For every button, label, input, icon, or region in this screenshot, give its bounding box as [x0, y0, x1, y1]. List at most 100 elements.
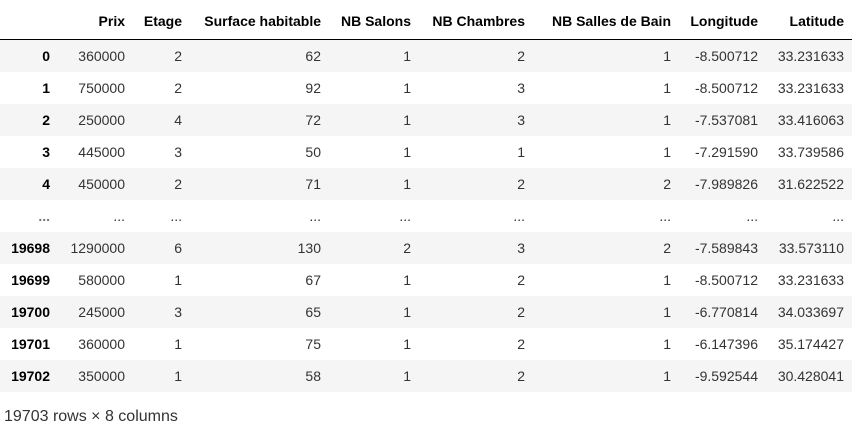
table-cell: -8.500712	[694, 48, 758, 64]
table-cell: -8.500712	[694, 80, 758, 96]
table-ellipsis-row: ...........................	[0, 200, 852, 232]
column-header-index-header	[0, 0, 58, 40]
table-cell: 58	[305, 368, 321, 384]
table-cell: -7.537081	[694, 112, 758, 128]
table-cell: 450000	[78, 176, 125, 192]
table-cell: 2	[517, 336, 525, 352]
table-cell: 1	[663, 112, 671, 128]
row-index-cell: 4	[42, 176, 50, 192]
table-cell: 1	[663, 336, 671, 352]
table-cell: 130	[297, 240, 321, 256]
table-cell: 1	[663, 80, 671, 96]
row-index-cell: 19701	[11, 336, 50, 352]
table-cell: 1	[174, 336, 182, 352]
dataframe-output: Prix Etage Surface habitable NB Salons NB Ch…	[0, 0, 852, 425]
table-cell: 1290000	[70, 240, 125, 256]
table-cell: 445000	[78, 144, 125, 160]
table-cell: 1	[403, 272, 411, 288]
table-cell: 67	[305, 272, 321, 288]
table-cell: 360000	[78, 48, 125, 64]
table-cell: 34.033697	[777, 304, 844, 320]
table-cell: 2	[517, 272, 525, 288]
table-row: 4 450000 2 71 1 2 2 -7.989826 31.622522	[0, 168, 852, 200]
column-header-prix-header: Prix	[98, 12, 125, 29]
table-cell: 580000	[78, 272, 125, 288]
table-cell: 2	[517, 176, 525, 192]
dataframe-shape-text: 19703 rows × 8 columns	[4, 408, 178, 425]
row-index-cell: 19699	[11, 272, 50, 288]
table-cell: 360000	[78, 336, 125, 352]
table-cell: 2	[663, 176, 671, 192]
table-cell: -9.592544	[694, 368, 758, 384]
table-cell: 1	[403, 80, 411, 96]
table-row: 0 360000 2 62 1 2 1 -8.500712 33.231633	[0, 39, 852, 72]
table-cell: 1	[517, 144, 525, 160]
column-header-longitude-header: Longitude	[690, 12, 758, 29]
table-cell: 62	[305, 48, 321, 64]
table-cell: 72	[305, 112, 321, 128]
table-cell: ...	[746, 208, 758, 224]
table-cell: 1	[663, 272, 671, 288]
table-header-row: Prix Etage Surface habitable NB Salons NB Ch…	[0, 0, 852, 40]
table-cell: 2	[517, 304, 525, 320]
table-cell: 1	[403, 304, 411, 320]
table-cell: -6.770814	[694, 304, 758, 320]
column-header-nb-chambres-header: NB Chambres	[432, 12, 525, 29]
table-row: 2 250000 4 72 1 3 1 -7.537081 33.416063	[0, 104, 852, 136]
row-index-cell: 2	[42, 112, 50, 128]
table-cell: 1	[403, 112, 411, 128]
table-row: 19700 245000 3 65 1 2 1 -6.770814 34.033697	[0, 296, 852, 328]
table-cell: 75	[305, 336, 321, 352]
table-cell: 33.231633	[777, 272, 844, 288]
column-header-nb-salons-header: NB Salons	[340, 12, 411, 29]
table-cell: -8.500712	[694, 272, 758, 288]
table-cell: 1	[403, 176, 411, 192]
table-cell: 1	[174, 272, 182, 288]
table-cell: 33.573110	[778, 240, 844, 256]
table-cell: 65	[305, 304, 321, 320]
table-cell: 50	[305, 144, 321, 160]
table-cell: 2	[517, 48, 525, 64]
table-cell: ...	[113, 208, 125, 224]
row-index-cell: 1	[42, 80, 50, 96]
table-cell: ...	[170, 208, 182, 224]
table-cell: 1	[403, 144, 411, 160]
row-index-cell: ...	[38, 208, 50, 224]
table-row: 19701 360000 1 75 1 2 1 -6.147396 35.174427	[0, 328, 852, 360]
column-header-etage-header: Etage	[143, 12, 182, 29]
table-cell: 1	[663, 48, 671, 64]
table-row: 1 750000 2 92 1 3 1 -8.500712 33.231633	[0, 72, 852, 104]
table-cell: 2	[663, 240, 671, 256]
table-cell: 30.428041	[777, 368, 844, 384]
row-index-cell: 19700	[11, 304, 50, 320]
table-cell: 3	[517, 112, 525, 128]
column-header-surface-habitable-header: Surface habitable	[204, 12, 321, 29]
table-cell: ...	[832, 208, 844, 224]
table-cell: 92	[305, 80, 321, 96]
table-cell: -7.589843	[694, 240, 758, 256]
row-index-cell: 19698	[11, 240, 50, 256]
row-index-cell: 3	[42, 144, 50, 160]
table-row: 19699 580000 1 67 1 2 1 -8.500712 33.231633	[0, 264, 852, 296]
table-cell: 3	[174, 304, 182, 320]
table-cell: ...	[513, 208, 525, 224]
table-cell: 3	[174, 144, 182, 160]
table-cell: 1	[663, 368, 671, 384]
table-cell: ...	[399, 208, 411, 224]
table-row: 3 445000 3 50 1 1 1 -7.291590 33.739586	[0, 136, 852, 168]
table-cell: 2	[403, 240, 411, 256]
table-cell: 33.739586	[777, 144, 844, 160]
table-row: 19698 1290000 6 130 2 3 2 -7.589843 33.573110	[0, 232, 852, 264]
table-cell: 1	[403, 336, 411, 352]
table-cell: 2	[174, 80, 182, 96]
table-cell: 750000	[78, 80, 125, 96]
table-cell: 245000	[78, 304, 125, 320]
table-cell: -7.989826	[694, 176, 758, 192]
table-cell: 33.231633	[777, 48, 844, 64]
table-cell: -6.147396	[694, 336, 758, 352]
table-cell: 2	[517, 368, 525, 384]
table-cell: 33.416063	[777, 112, 844, 128]
table-cell: 1	[663, 304, 671, 320]
table-cell: 3	[517, 240, 525, 256]
table-cell: 3	[517, 80, 525, 96]
